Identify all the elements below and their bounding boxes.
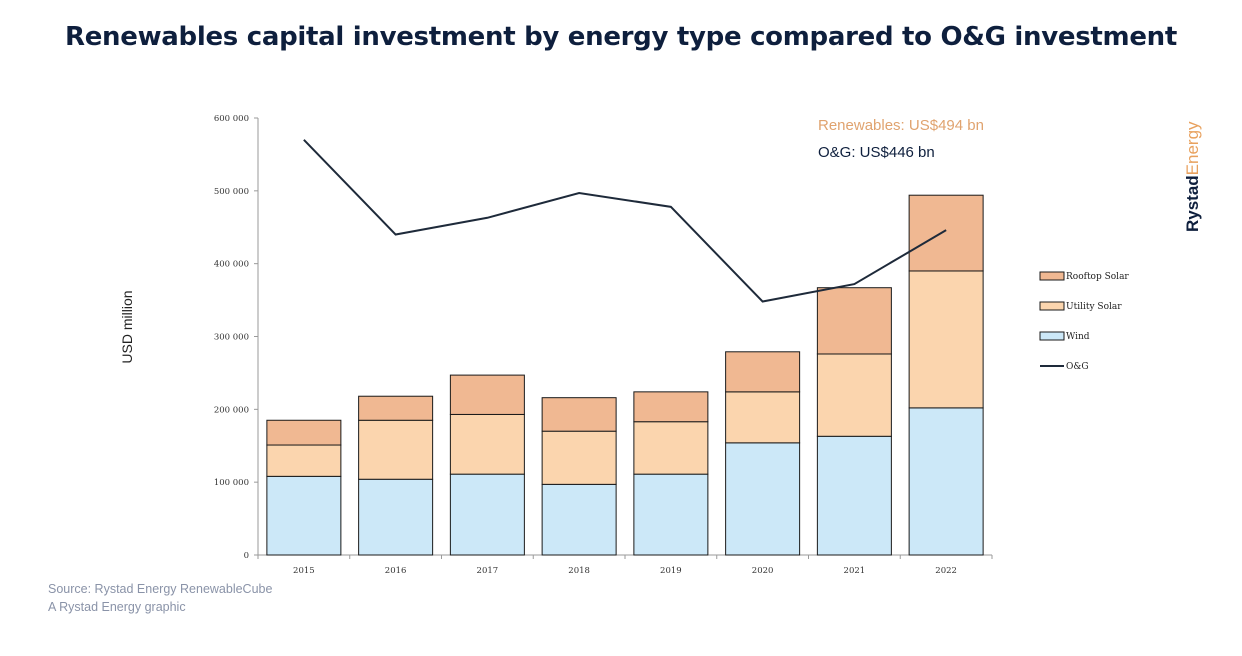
svg-text:RystadEnergy: RystadEnergy bbox=[1183, 121, 1202, 232]
og-annotation: O&G: US$446 bn bbox=[818, 144, 935, 161]
bar-segment-wind bbox=[908, 407, 984, 556]
bar-segment-utility-solar bbox=[725, 391, 801, 444]
y-tick-label: 500 000 bbox=[214, 187, 249, 197]
bar-segment-wind bbox=[449, 473, 525, 556]
bar-segment-wind bbox=[266, 475, 342, 556]
bar-segment-utility-solar bbox=[816, 353, 892, 437]
bar-segment-utility-solar bbox=[908, 270, 984, 409]
x-tick-label: 2016 bbox=[385, 566, 407, 576]
bar-segment-utility-solar bbox=[266, 444, 342, 477]
x-tick-label: 2015 bbox=[293, 566, 315, 576]
y-tick-label: 0 bbox=[244, 551, 249, 561]
bar-segment-utility-solar bbox=[541, 430, 617, 485]
x-tick-label: 2020 bbox=[752, 566, 774, 576]
bar-segment-rooftop-solar bbox=[633, 391, 709, 423]
y-axis-label: USD million bbox=[119, 290, 135, 363]
graphic-credit: A Rystad Energy graphic bbox=[48, 600, 186, 614]
bars bbox=[266, 194, 984, 556]
legend-label-wind: Wind bbox=[1066, 332, 1090, 342]
bar-segment-rooftop-solar bbox=[358, 395, 434, 421]
renewables-annotation: Renewables: US$494 bn bbox=[818, 117, 984, 134]
y-tick-label: 300 000 bbox=[214, 333, 249, 343]
bar-segment-wind bbox=[816, 435, 892, 556]
bar-segment-wind bbox=[633, 473, 709, 556]
bar-segment-utility-solar bbox=[358, 419, 434, 480]
x-tick-label: 2017 bbox=[477, 566, 499, 576]
y-tick-label: 400 000 bbox=[214, 260, 249, 270]
source-note: Source: Rystad Energy RenewableCube A Ry… bbox=[48, 580, 272, 616]
og-series-line bbox=[303, 139, 947, 303]
rystad-energy-logo: RystadEnergy bbox=[1183, 121, 1202, 232]
y-tick-label: 600 000 bbox=[214, 114, 249, 124]
bar-segment-utility-solar bbox=[449, 413, 525, 475]
x-tick-label: 2019 bbox=[660, 566, 682, 576]
y-tick-label: 200 000 bbox=[214, 405, 249, 415]
y-tick-label: 100 000 bbox=[214, 478, 249, 488]
x-tick-label: 2021 bbox=[844, 566, 866, 576]
bar-segment-rooftop-solar bbox=[908, 194, 984, 272]
legend-swatch-rooftop-solar bbox=[1039, 271, 1065, 281]
x-tick-label: 2018 bbox=[568, 566, 590, 576]
bar-segment-wind bbox=[358, 478, 434, 556]
x-tick-label: 2022 bbox=[935, 566, 957, 576]
bar-segment-rooftop-solar bbox=[816, 287, 892, 355]
bar-segment-wind bbox=[541, 483, 617, 556]
legend: Rooftop Solar Utility Solar Wind O&G bbox=[1039, 271, 1129, 372]
legend-label-rooftop-solar: Rooftop Solar bbox=[1066, 272, 1129, 282]
bar-segment-utility-solar bbox=[633, 421, 709, 475]
bar-segment-rooftop-solar bbox=[541, 397, 617, 432]
bar-segment-rooftop-solar bbox=[449, 374, 525, 415]
logo-part-energy: Energy bbox=[1183, 121, 1202, 175]
legend-label-utility-solar: Utility Solar bbox=[1066, 302, 1122, 312]
og-line bbox=[303, 139, 947, 303]
legend-swatch-wind bbox=[1039, 331, 1065, 341]
legend-swatch-utility-solar bbox=[1039, 301, 1065, 311]
bar-segment-rooftop-solar bbox=[725, 351, 801, 393]
logo-part-rystad: Rystad bbox=[1183, 175, 1202, 232]
legend-label-o-g: O&G bbox=[1066, 362, 1089, 372]
bar-segment-wind bbox=[725, 442, 801, 556]
source-line: Source: Rystad Energy RenewableCube bbox=[48, 582, 273, 596]
chart-title: Renewables capital investment by energy … bbox=[64, 22, 1177, 52]
bar-segment-rooftop-solar bbox=[266, 419, 342, 446]
